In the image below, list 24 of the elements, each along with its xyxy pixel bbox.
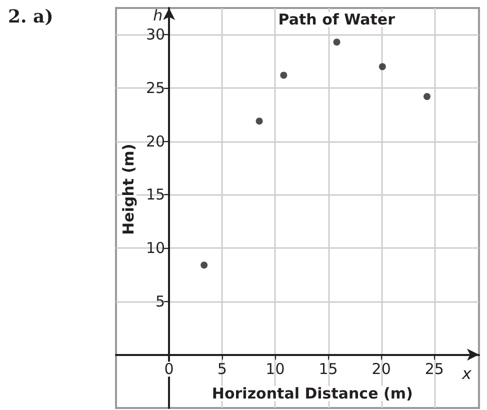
- point: [200, 262, 208, 269]
- annotation: x: [461, 364, 472, 383]
- point: [256, 118, 263, 125]
- point: [280, 72, 288, 79]
- y-tick-label: 15: [146, 186, 166, 204]
- x-axis-title: Horizontal Distance (m): [212, 384, 413, 402]
- point: [378, 63, 386, 70]
- y-tick-label: 25: [146, 79, 166, 97]
- point: [424, 93, 430, 100]
- point: [333, 38, 340, 46]
- y-tick-label: 30: [146, 26, 166, 44]
- y-tick-label: 10: [146, 239, 166, 257]
- x-tick-label: 20: [372, 360, 391, 378]
- y-axis-title: Height (m): [120, 144, 138, 235]
- x-tick-label: 25: [424, 360, 444, 378]
- x-tick-label: 0: [164, 360, 174, 378]
- annotation: h: [153, 6, 163, 24]
- text: 2. a): [8, 6, 54, 28]
- y-tick-label: 20: [146, 132, 166, 150]
- x-tick-label: 5: [217, 360, 227, 378]
- chart-title: Path of Water: [278, 10, 396, 28]
- y-tick-label: 5: [156, 292, 166, 310]
- x-tick-label: 15: [318, 360, 338, 378]
- x-tick-label: 10: [266, 360, 285, 378]
